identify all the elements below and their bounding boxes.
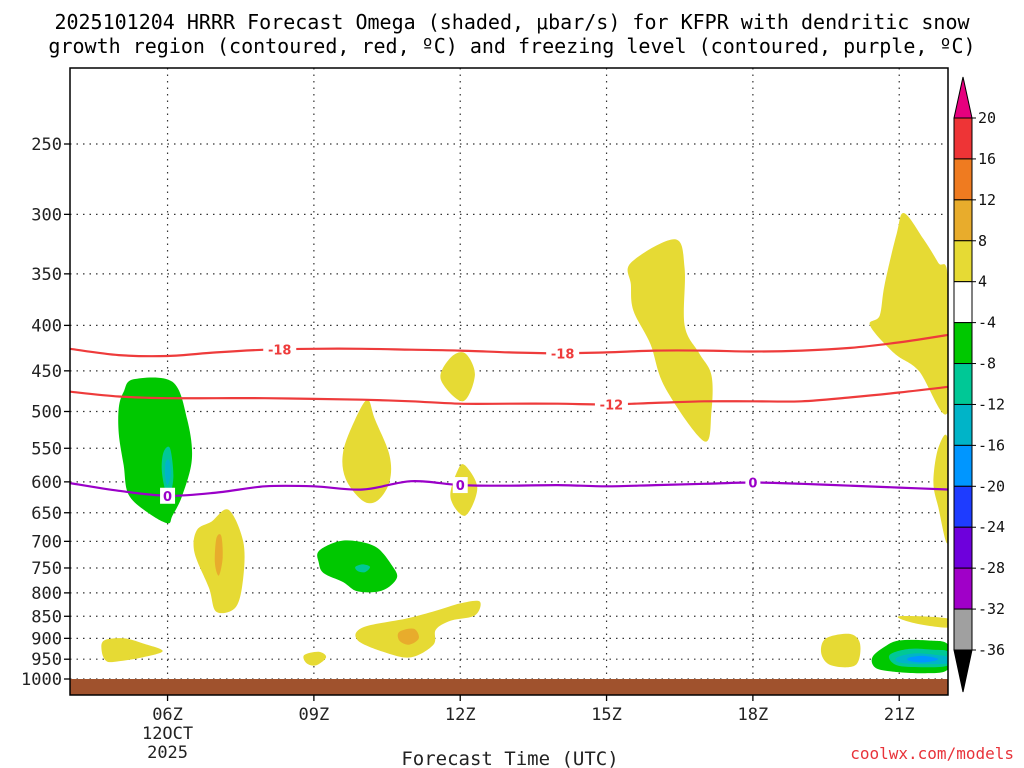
contour-label-bg-0-1	[546, 345, 580, 362]
colorbar-swatch-6	[953, 363, 973, 405]
colorbar-swatch-8	[953, 444, 973, 487]
colorbar-swatch-0	[953, 117, 973, 160]
x-tick-label-15: 15Z	[591, 705, 622, 725]
colorbar-tick-label-4: 4	[978, 273, 987, 291]
contour-label-0-1: -18	[551, 347, 575, 362]
colorbar-swatch-1	[953, 158, 973, 201]
omega-region-m12-2	[164, 459, 171, 486]
plot-background	[70, 68, 948, 695]
x-axis-label: Forecast Time (UTC)	[401, 748, 618, 768]
x-tick-year: 2025	[147, 743, 188, 763]
y-tick-label-600: 600	[31, 473, 62, 493]
colorbar-tick-label-9: -20	[978, 477, 1005, 495]
colorbar: 20 16 12 8 4 -4 -8 -12 -16 -20 -24 -28 -32 -36	[953, 76, 1005, 693]
colorbar-top-arrow	[953, 76, 973, 119]
omega-region-c4-8	[440, 352, 475, 402]
contour-label-bg-0-0	[263, 341, 297, 358]
colorbar-swatch-2	[953, 199, 973, 242]
contour-label-bg-2-1	[452, 477, 468, 494]
temperature-contours: -18 -18 -12 0 0 0	[70, 333, 948, 505]
colorbar-tick-label-0: 20	[978, 109, 996, 127]
ground-surface	[70, 679, 948, 695]
x-tick-label-21: 21Z	[884, 705, 915, 725]
contour-line-1	[70, 385, 948, 406]
contour-label-0-0: -18	[268, 344, 292, 359]
colorbar-swatch-4	[953, 281, 973, 324]
y-tick-label-950: 950	[31, 650, 62, 670]
contour-label-2-1: 0	[456, 479, 465, 494]
omega-region-c8-4	[214, 534, 223, 576]
y-tick-label-550: 550	[31, 439, 62, 459]
contour-label-bg-1-0	[594, 396, 628, 413]
contour-label-bg-2-2	[745, 474, 761, 491]
omega-region-c4-18	[897, 616, 948, 628]
x-tick-date: 12OCT	[142, 724, 193, 744]
credit-text: coolwx.com/models	[850, 744, 1014, 763]
colorbar-swatch-7	[953, 403, 973, 446]
colorbar-swatch-5	[953, 322, 973, 365]
omega-region-c4-13	[303, 651, 327, 666]
y-tick-label-500: 500	[31, 403, 62, 423]
y-axis-pressure: 2503003504004505005506006507007508008509…	[21, 135, 70, 690]
colorbar-bottom-arrow	[953, 649, 973, 693]
colorbar-tick-label-2: 12	[978, 191, 996, 209]
colorbar-tick-label-1: 16	[978, 150, 996, 168]
contour-label-2-0: 0	[163, 490, 172, 505]
x-tick-label-12: 12Z	[445, 705, 476, 725]
omega-shading	[101, 213, 948, 674]
omega-region-c8-11	[397, 628, 419, 645]
omega-region-m16-22	[907, 655, 939, 663]
y-tick-label-350: 350	[31, 265, 62, 285]
contour-line-2	[70, 480, 948, 497]
contour-line-0	[70, 333, 948, 358]
contour-label-1-0: -12	[600, 398, 624, 413]
colorbar-tick-label-7: -12	[978, 395, 1005, 413]
x-tick-label-9: 09Z	[299, 705, 330, 725]
chart-title-line2: growth region (contoured, red, ºC) and f…	[48, 34, 975, 58]
colorbar-swatch-10	[953, 526, 973, 569]
y-tick-label-850: 850	[31, 607, 62, 627]
colorbar-tick-label-3: 8	[978, 232, 987, 250]
y-tick-label-800: 800	[31, 584, 62, 604]
y-tick-label-400: 400	[31, 316, 62, 336]
contour-label-bg-2-0	[160, 487, 176, 504]
y-tick-label-900: 900	[31, 629, 62, 649]
y-tick-label-700: 700	[31, 532, 62, 552]
colorbar-tick-label-6: -8	[978, 355, 996, 373]
colorbar-swatch-11	[953, 567, 973, 610]
omega-region-c4-10	[355, 600, 481, 658]
chart-title-line1: 2025101204 HRRR Forecast Omega (shaded, …	[54, 10, 970, 34]
plot-area: -18 -18 -12 0 0 0 250 300 350 400 450 500 550 600 650…	[21, 67, 949, 763]
omega-region-m8-6	[355, 564, 371, 573]
colorbar-tick-label-8: -16	[978, 436, 1005, 454]
omega-region-c4-15	[869, 213, 948, 415]
omega-region-m4-0	[118, 377, 193, 524]
colorbar-swatch-12	[953, 608, 973, 651]
colorbar-tick-label-10: -24	[978, 518, 1005, 536]
colorbar-swatch-3	[953, 240, 973, 283]
omega-region-c4-7	[342, 399, 392, 504]
y-tick-label-300: 300	[31, 205, 62, 225]
y-tick-label-450: 450	[31, 362, 62, 382]
colorbar-tick-label-11: -28	[978, 559, 1005, 577]
y-tick-label-650: 650	[31, 504, 62, 524]
contour-label-2-2: 0	[748, 477, 757, 492]
omega-region-c4-12	[101, 638, 163, 663]
plot-frame	[69, 67, 949, 696]
y-tick-label-1000: 1000	[21, 670, 62, 690]
colorbar-tick-label-12: -32	[978, 600, 1005, 618]
y-tick-label-250: 250	[31, 135, 62, 155]
colorbar-tick-label-5: -4	[978, 314, 996, 332]
omega-region-c4-17	[820, 633, 861, 668]
x-tick-label-6: 06Z	[152, 705, 183, 725]
y-tick-label-750: 750	[31, 559, 62, 579]
x-tick-label-18: 18Z	[738, 705, 769, 725]
colorbar-tick-label-13: -36	[978, 641, 1005, 659]
omega-region-c4-14	[627, 239, 713, 442]
colorbar-swatch-9	[953, 485, 973, 528]
